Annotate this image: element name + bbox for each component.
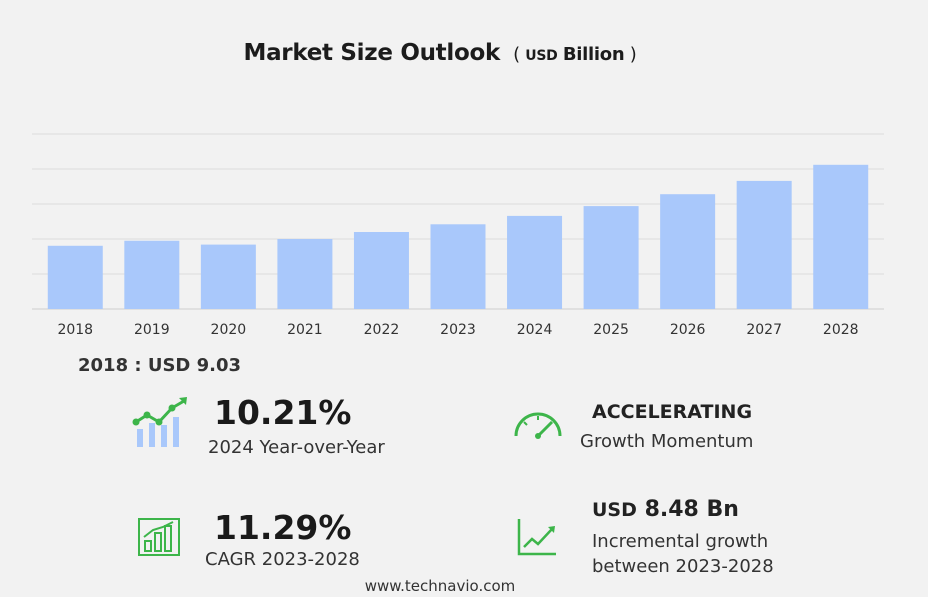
x-tick-label: 2023: [440, 322, 476, 338]
bar-2022: [353, 232, 409, 309]
cagr-label: CAGR 2023-2028: [205, 549, 360, 570]
bar-2020: [200, 244, 256, 309]
momentum-label: Growth Momentum: [580, 431, 754, 452]
yoy-label: 2024 Year-over-Year: [208, 437, 385, 458]
x-tick-label: 2024: [517, 322, 553, 338]
x-tick-label: 2027: [746, 322, 782, 338]
title-unit-prefix: USD: [525, 48, 558, 64]
bar-chart-icon: [138, 518, 180, 556]
x-tick-label: 2028: [823, 322, 859, 338]
chart-title: Market Size Outlook ( USD Billion ): [0, 40, 880, 66]
bar-2018: [47, 245, 103, 309]
base-year-value: 2018 : USD 9.03: [78, 355, 242, 376]
chart-title-text: Market Size Outlook: [243, 40, 500, 66]
incremental-label-1: Incremental growth: [592, 531, 769, 552]
title-unit: ( USD Billion ): [507, 44, 637, 65]
incremental-value: USD 8.48 Bn: [592, 497, 739, 522]
bar-2023: [430, 224, 486, 309]
momentum-value: ACCELERATING: [592, 401, 753, 423]
bar-2024: [507, 215, 563, 309]
x-tick-label: 2021: [287, 322, 323, 338]
line-chart-icon: [517, 519, 556, 556]
x-tick-label: 2025: [593, 322, 629, 338]
cagr-value: 11.29%: [214, 508, 352, 547]
incremental-amount: 8.48 Bn: [644, 497, 739, 522]
incremental-label-2: between 2023-2028: [592, 556, 774, 577]
bar-2028: [813, 164, 869, 309]
x-tick-label: 2020: [211, 322, 247, 338]
bar-2026: [660, 194, 716, 309]
yoy-value: 10.21%: [214, 393, 352, 432]
bar-2019: [124, 240, 180, 309]
x-tick-label: 2018: [57, 322, 93, 338]
title-unit-suffix: Billion: [562, 44, 625, 65]
trend-bars-icon: [132, 397, 187, 447]
bar-chart: 2018 2019 2020 2021 2022 2023 2024 2025 2026 2027…: [32, 133, 884, 338]
speedometer-icon: [514, 412, 562, 439]
bar-2021: [277, 239, 333, 309]
x-tick-label: 2026: [670, 322, 706, 338]
bar-2027: [736, 180, 792, 309]
source-footer: www.technavio.com: [364, 577, 516, 595]
x-tick-label: 2022: [364, 322, 400, 338]
bar-2025: [583, 206, 639, 309]
incremental-prefix: USD: [592, 499, 637, 521]
x-tick-label: 2019: [134, 322, 170, 338]
